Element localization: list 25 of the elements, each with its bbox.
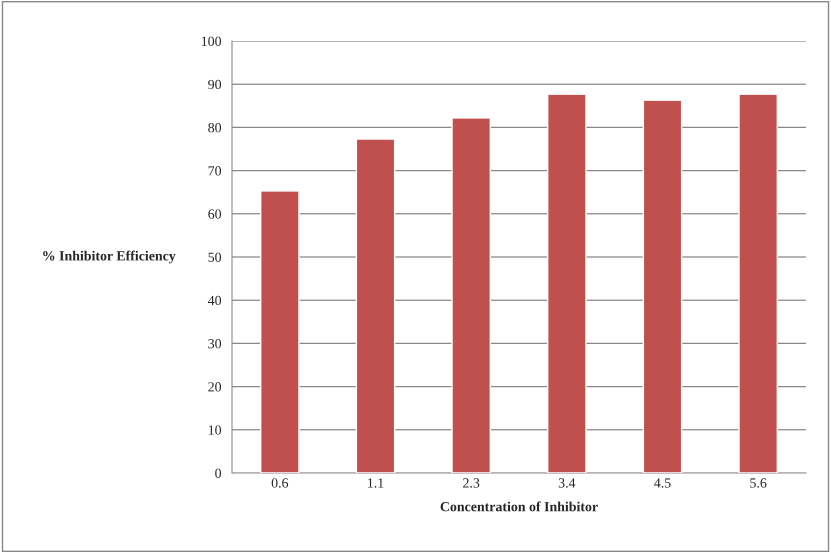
bar: [260, 190, 300, 473]
bar: [738, 93, 778, 473]
y-tick-label: 80: [208, 122, 222, 132]
y-tick-label: 30: [208, 338, 222, 348]
bar: [642, 99, 682, 473]
bar: [356, 138, 396, 473]
x-tick-label: 0.6: [272, 478, 288, 488]
y-tick-label: 70: [208, 166, 222, 176]
y-tick-label: 90: [208, 80, 222, 90]
y-tick-label: 20: [208, 382, 222, 392]
y-tick-label: 0: [215, 468, 222, 478]
y-tick-label: 50: [208, 252, 222, 262]
x-tick-label: 3.4: [558, 478, 576, 488]
y-tick-label: 100: [202, 36, 222, 46]
x-tick-label: 1.1: [368, 478, 384, 488]
x-tick-label: 4.5: [654, 478, 671, 488]
bar: [547, 93, 587, 473]
x-tick-label: 2.3: [463, 478, 480, 488]
y-tick-label: 60: [208, 209, 222, 219]
bar: [451, 117, 491, 473]
y-tick-label: 10: [208, 425, 222, 435]
x-tick-label: 5.6: [750, 478, 766, 488]
y-axis-title: % Inhibitor Efficiency: [43, 250, 176, 264]
x-axis-title: Concentration of Inhibitor: [440, 501, 598, 512]
y-tick-label: 40: [208, 296, 222, 306]
